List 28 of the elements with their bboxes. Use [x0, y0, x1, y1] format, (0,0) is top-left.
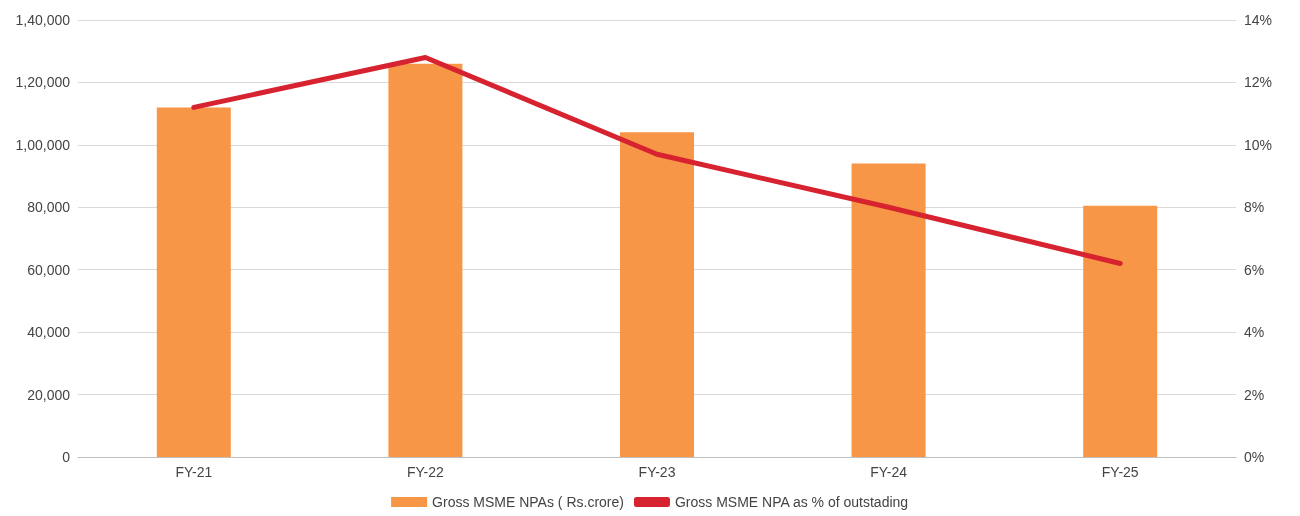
- y2-tick-label: 10%: [1244, 136, 1273, 153]
- y-tick-label: 40,000: [27, 324, 71, 341]
- y2-tick-label: 4%: [1244, 324, 1265, 341]
- y2-tick-label: 0%: [1244, 449, 1265, 465]
- y2-tick-label: 12%: [1244, 74, 1273, 91]
- x-tick-label: FY-23: [638, 464, 676, 480]
- legend-label: Gross MSME NPA as % of outstading: [674, 494, 909, 510]
- y2-tick-label: 8%: [1244, 199, 1265, 216]
- bar: [620, 132, 694, 457]
- x-tick-label: FY-25: [1101, 464, 1139, 480]
- y-tick-label: 60,000: [27, 261, 71, 278]
- legend-label: Gross MSME NPAs ( Rs.crore): [432, 494, 624, 510]
- y2-tick-label: 2%: [1244, 386, 1265, 403]
- bar: [1083, 205, 1158, 457]
- y-tick-label: 0: [62, 449, 71, 465]
- x-tick-label: FY-21: [175, 464, 213, 480]
- y-tick-label: 80,000: [27, 199, 71, 216]
- y-tick-label: 1,40,000: [15, 12, 71, 28]
- y2-tick-label: 14%: [1244, 12, 1273, 28]
- y2-tick-label: 6%: [1244, 261, 1265, 278]
- bar: [851, 163, 926, 457]
- bar: [156, 107, 231, 457]
- y-tick-label: 20,000: [27, 386, 71, 403]
- x-tick-label: FY-22: [406, 464, 445, 480]
- y-tick-label: 1,20,000: [15, 74, 71, 91]
- bar: [388, 63, 463, 457]
- x-tick-label: FY-24: [870, 464, 908, 480]
- y-tick-label: 1,00,000: [15, 136, 71, 153]
